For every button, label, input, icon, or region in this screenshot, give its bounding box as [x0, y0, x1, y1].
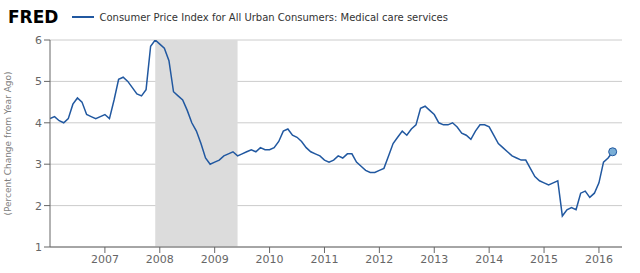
svg-text:2015: 2015 — [530, 253, 558, 266]
svg-text:6: 6 — [35, 34, 42, 47]
svg-text:2011: 2011 — [310, 253, 338, 266]
svg-text:2016: 2016 — [585, 253, 613, 266]
svg-text:2009: 2009 — [201, 253, 229, 266]
svg-text:2014: 2014 — [475, 253, 503, 266]
svg-text:2: 2 — [35, 200, 42, 213]
svg-text:4: 4 — [35, 117, 42, 130]
svg-text:1: 1 — [35, 241, 42, 254]
html-text:FRED: FRED — [8, 7, 59, 27]
svg-text:5: 5 — [35, 75, 42, 88]
html-text:Consumer Price Index for All U: Consumer Price Index for All Urban Consu… — [99, 11, 448, 23]
svg-text:2007: 2007 — [91, 253, 119, 266]
svg-text:3: 3 — [35, 158, 42, 171]
svg-text:2013: 2013 — [420, 253, 448, 266]
svg-text:2010: 2010 — [256, 253, 284, 266]
svg-text:2012: 2012 — [365, 253, 393, 266]
svg-text:(Percent Change from Year Ago): (Percent Change from Year Ago) — [8, 71, 13, 215]
svg-text:2008: 2008 — [146, 253, 174, 266]
